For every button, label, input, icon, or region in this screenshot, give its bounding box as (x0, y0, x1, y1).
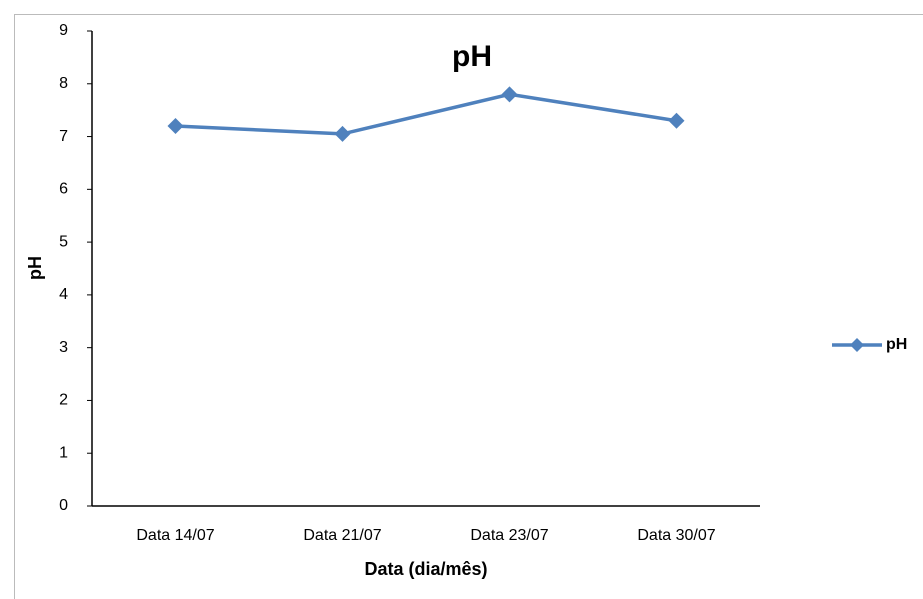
point-marker (668, 112, 685, 129)
y-tick-label: 7 (59, 128, 68, 145)
y-tick-label: 3 (59, 339, 68, 356)
legend-label: pH (886, 336, 907, 353)
y-tick-label: 2 (59, 392, 68, 409)
point-marker (501, 86, 518, 103)
y-tick-label: 0 (59, 497, 68, 514)
x-tick-label: Data 30/07 (637, 527, 715, 544)
y-tick-label: 6 (59, 181, 68, 198)
x-tick-label: Data 23/07 (470, 527, 548, 544)
y-tick-label: 1 (59, 444, 68, 461)
point-marker (167, 118, 184, 134)
x-tick-label: Data 14/07 (136, 527, 214, 544)
series-line (175, 92, 677, 136)
y-tick-label: 5 (59, 233, 68, 250)
point-marker (334, 125, 351, 142)
chart-title: pH (452, 40, 492, 73)
y-tick-label: 8 (59, 75, 68, 92)
chart-border (14, 14, 923, 599)
y-axis-label: pH (25, 256, 45, 280)
x-tick-label: Data 21/07 (303, 527, 381, 544)
y-tick-label: 4 (59, 286, 68, 303)
legend-marker (850, 338, 864, 352)
y-tick-label: 9 (59, 22, 68, 39)
x-axis-label: Data (dia/mês) (364, 559, 487, 579)
